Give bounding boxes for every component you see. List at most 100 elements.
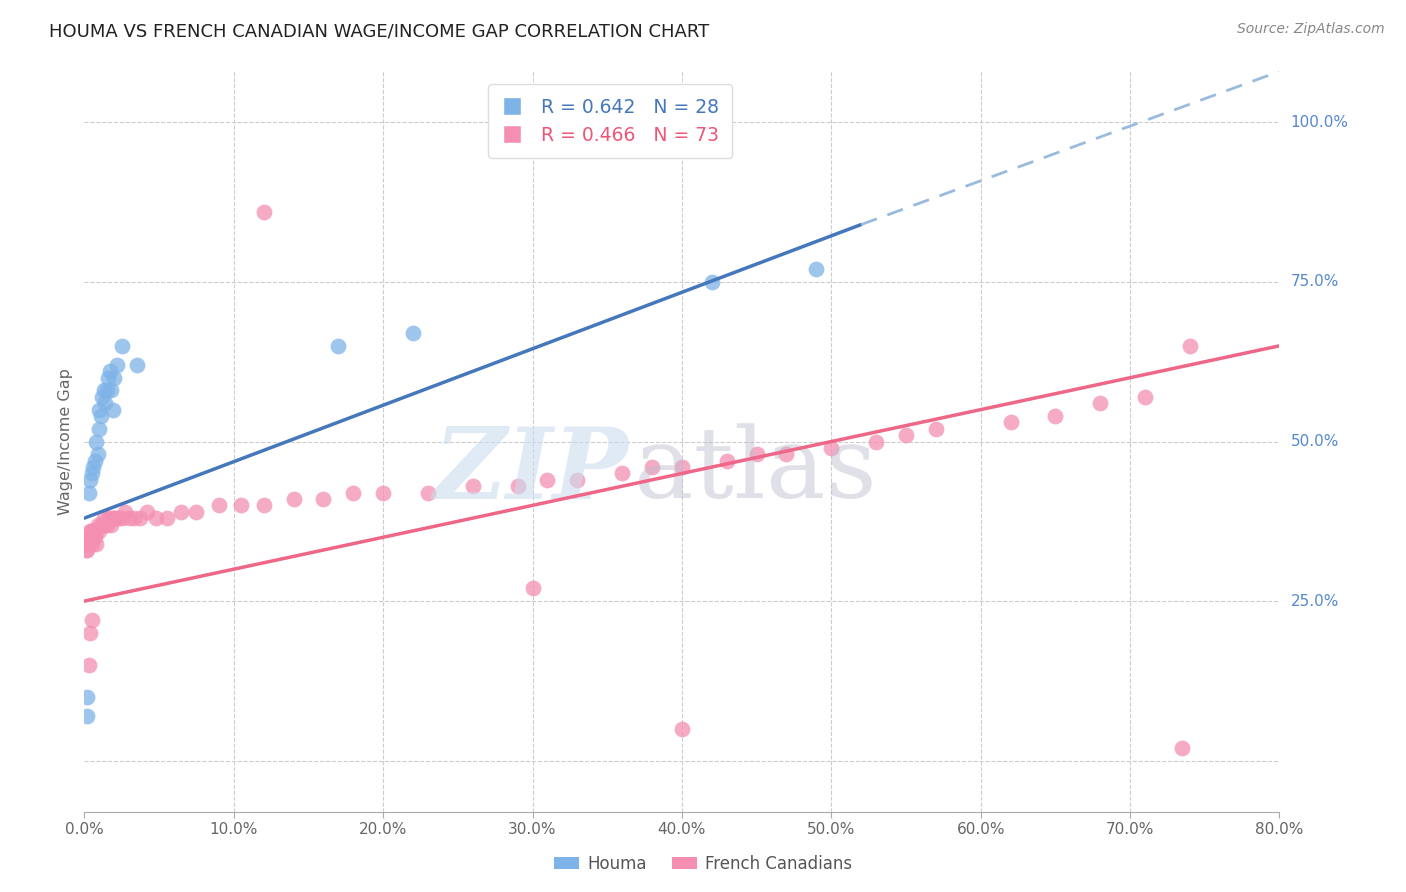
Point xyxy=(86,524,108,538)
Point xyxy=(136,505,159,519)
Point xyxy=(125,358,148,372)
Point xyxy=(97,370,120,384)
Legend: Houma, French Canadians: Houma, French Canadians xyxy=(547,848,859,880)
Point xyxy=(373,485,395,500)
Point xyxy=(87,517,110,532)
Point xyxy=(103,370,125,384)
Legend:   R = 0.642   N = 28,   R = 0.466   N = 73: R = 0.642 N = 28, R = 0.466 N = 73 xyxy=(488,85,733,158)
Point xyxy=(83,524,105,538)
Text: atlas: atlas xyxy=(634,424,877,519)
Point xyxy=(100,517,122,532)
Point xyxy=(89,524,111,538)
Point xyxy=(79,473,101,487)
Point xyxy=(103,511,125,525)
Point xyxy=(128,511,150,525)
Point xyxy=(80,536,103,550)
Point xyxy=(231,499,253,513)
Point xyxy=(100,384,122,398)
Point xyxy=(671,722,693,736)
Point xyxy=(416,485,439,500)
Point xyxy=(894,428,917,442)
Point xyxy=(82,530,104,544)
Point xyxy=(79,626,101,640)
Point xyxy=(79,524,101,538)
Point xyxy=(111,511,134,525)
Point xyxy=(208,499,231,513)
Point xyxy=(79,530,101,544)
Point xyxy=(76,709,98,723)
Point xyxy=(155,511,177,525)
Point xyxy=(104,511,127,525)
Point xyxy=(170,505,193,519)
Text: ZIP: ZIP xyxy=(433,423,628,519)
Point xyxy=(107,511,129,525)
Text: Source: ZipAtlas.com: Source: ZipAtlas.com xyxy=(1237,22,1385,37)
Point xyxy=(93,384,115,398)
Point xyxy=(186,505,208,519)
Point xyxy=(1045,409,1067,423)
Point xyxy=(536,473,558,487)
Point xyxy=(82,460,104,475)
Point xyxy=(89,422,111,436)
Text: 50.0%: 50.0% xyxy=(1291,434,1339,449)
Point xyxy=(253,204,276,219)
Point xyxy=(83,453,105,467)
Point xyxy=(461,479,484,493)
Point xyxy=(671,460,693,475)
Point xyxy=(94,517,117,532)
Point xyxy=(1133,390,1156,404)
Text: 75.0%: 75.0% xyxy=(1291,275,1339,290)
Point xyxy=(775,447,797,461)
Point xyxy=(1178,339,1201,353)
Text: HOUMA VS FRENCH CANADIAN WAGE/INCOME GAP CORRELATION CHART: HOUMA VS FRENCH CANADIAN WAGE/INCOME GAP… xyxy=(49,22,710,40)
Point xyxy=(820,441,842,455)
Point xyxy=(98,364,121,378)
Point xyxy=(328,339,350,353)
Point xyxy=(402,326,425,340)
Point xyxy=(80,613,103,627)
Point xyxy=(96,517,118,532)
Point xyxy=(145,511,167,525)
Point xyxy=(76,543,98,558)
Point xyxy=(312,491,335,506)
Point xyxy=(342,485,364,500)
Point xyxy=(283,491,305,506)
Point xyxy=(77,657,100,672)
Text: 100.0%: 100.0% xyxy=(1291,115,1348,130)
Point xyxy=(522,582,544,596)
Point xyxy=(86,434,108,449)
Point xyxy=(745,447,768,461)
Point xyxy=(253,499,276,513)
Point xyxy=(506,479,529,493)
Point xyxy=(82,524,104,538)
Point xyxy=(925,422,948,436)
Point xyxy=(96,384,118,398)
Text: 25.0%: 25.0% xyxy=(1291,593,1339,608)
Point xyxy=(77,536,100,550)
Point xyxy=(91,390,114,404)
Point xyxy=(76,690,98,704)
Point xyxy=(122,511,145,525)
Point xyxy=(641,460,664,475)
Point xyxy=(1090,396,1112,410)
Point xyxy=(101,511,124,525)
Point xyxy=(865,434,887,449)
Point xyxy=(89,402,111,417)
Point xyxy=(1000,416,1022,430)
Point xyxy=(806,262,828,277)
Point xyxy=(80,524,103,538)
Point xyxy=(612,467,634,481)
Point xyxy=(114,505,136,519)
Point xyxy=(94,396,117,410)
Point xyxy=(567,473,589,487)
Point xyxy=(101,402,124,417)
Point xyxy=(105,358,128,372)
Point xyxy=(84,536,107,550)
Point xyxy=(91,517,114,532)
Point xyxy=(87,447,110,461)
Point xyxy=(80,467,103,481)
Point xyxy=(76,536,98,550)
Point xyxy=(111,339,134,353)
Y-axis label: Wage/Income Gap: Wage/Income Gap xyxy=(58,368,73,515)
Point xyxy=(77,485,100,500)
